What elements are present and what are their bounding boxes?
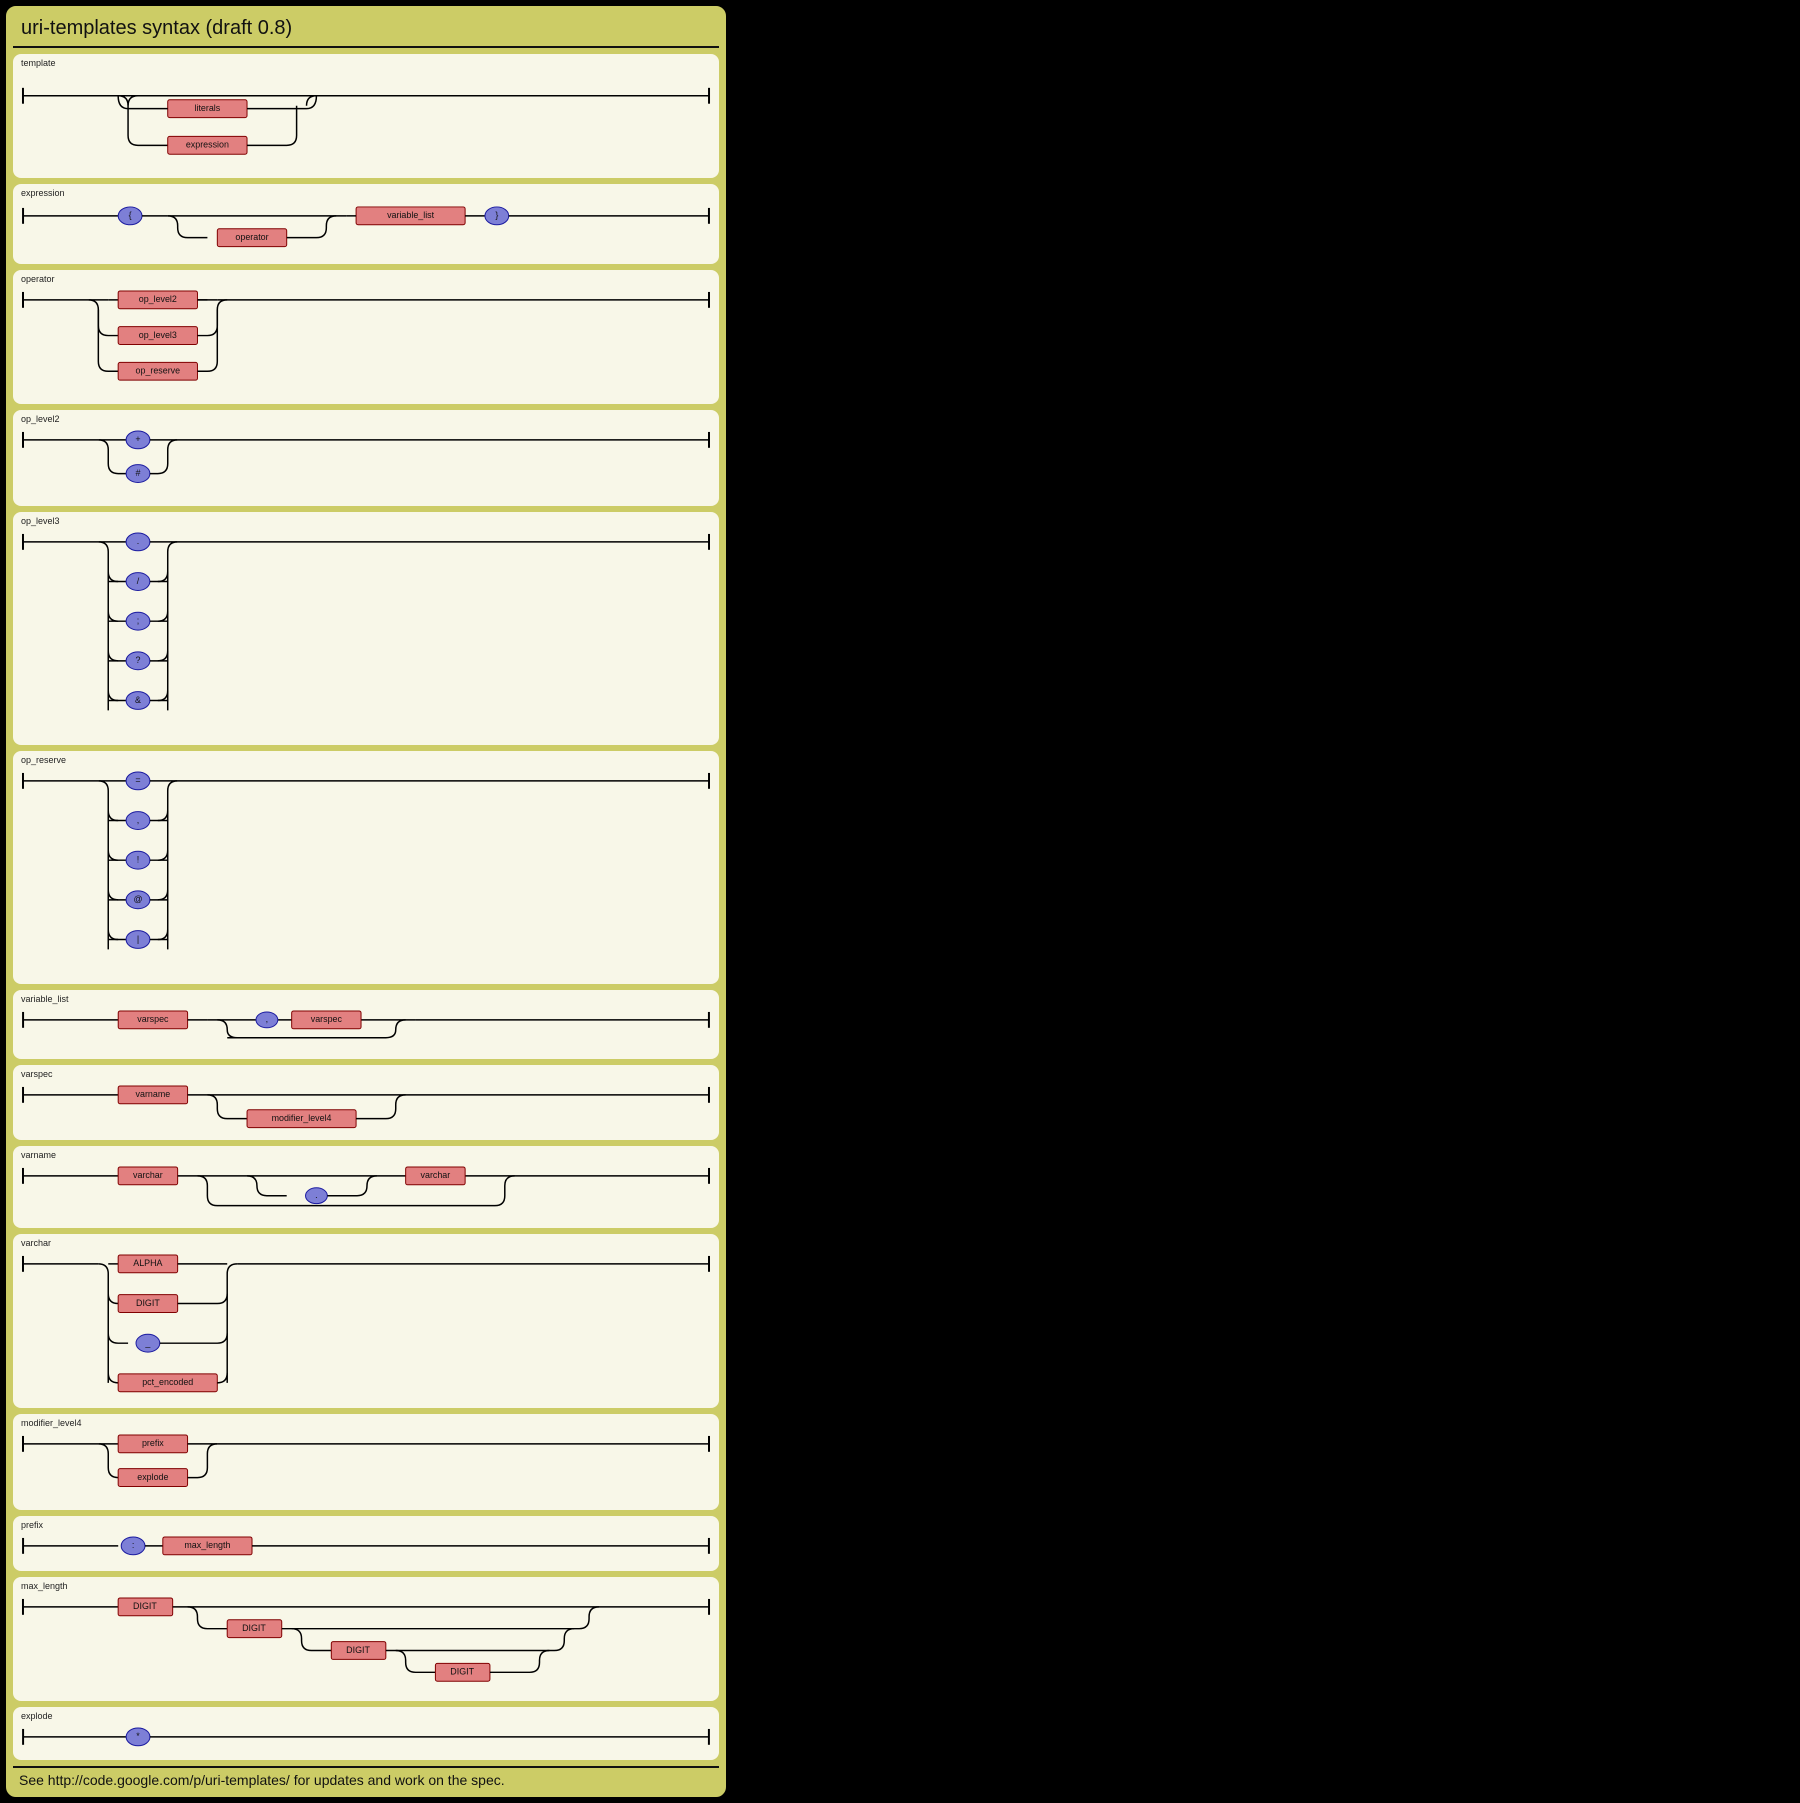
diagram-frame: uri-templates syntax (draft 0.8) templat… (6, 6, 726, 1797)
diagram-op_reserve: = , ! (19, 767, 713, 975)
diagram-explode: * (19, 1723, 713, 1751)
rule-expression: expression { operator variable_list } (13, 184, 719, 264)
diagram-modifier_level4: prefix explode (19, 1430, 713, 1501)
diagram-expression: { operator variable_list } (19, 200, 713, 255)
svg-text:operator: operator (235, 232, 268, 242)
rule-op_level3: op_level3 . / (13, 512, 719, 745)
rule-modifier_level4: modifier_level4 prefix explode (13, 1414, 719, 1510)
svg-text:op_level2: op_level2 (139, 294, 177, 304)
svg-text:modifier_level4: modifier_level4 (272, 1113, 332, 1123)
svg-text:DIGIT: DIGIT (242, 1623, 266, 1633)
svg-text:*: * (136, 1731, 140, 1741)
svg-text:DIGIT: DIGIT (450, 1667, 474, 1677)
rule-template: template literals expression (13, 54, 719, 178)
svg-text:varspec: varspec (311, 1015, 343, 1025)
rule-prefix: prefix : max_length (13, 1516, 719, 1571)
rule-max_length: max_length DIGIT DIGIT DIGIT DIGIT (13, 1577, 719, 1701)
svg-text:op_reserve: op_reserve (136, 365, 181, 375)
svg-text:ALPHA: ALPHA (133, 1258, 162, 1268)
svg-text:_: _ (144, 1338, 151, 1348)
svg-text:literals: literals (194, 103, 220, 113)
svg-text:DIGIT: DIGIT (133, 1601, 157, 1611)
rule-operator: operator op_level2 op_level3 op_reser (13, 270, 719, 404)
diagram-varchar: ALPHA DIGIT _ pct_encoded (19, 1250, 713, 1399)
rule-label: max_length (21, 1581, 713, 1591)
svg-text:DIGIT: DIGIT (346, 1645, 370, 1655)
diagram-varspec: varname modifier_level4 (19, 1081, 713, 1131)
diagram-op_level3: . / ; (19, 528, 713, 736)
svg-text:varname: varname (136, 1089, 171, 1099)
rule-varchar: varchar ALPHA DIGIT _ pc (13, 1234, 719, 1408)
page-title: uri-templates syntax (draft 0.8) (13, 13, 719, 48)
svg-text:varchar: varchar (133, 1170, 163, 1180)
svg-text:prefix: prefix (142, 1438, 164, 1448)
diagram-varname: varchar . varchar (19, 1162, 713, 1220)
svg-text:varspec: varspec (137, 1015, 169, 1025)
diagram-op_level2: + # (19, 426, 713, 497)
rule-label: explode (21, 1711, 713, 1721)
svg-text:,: , (266, 1015, 268, 1025)
rule-label: operator (21, 274, 713, 284)
svg-text:.: . (137, 536, 139, 546)
svg-text:!: ! (137, 855, 139, 865)
svg-text:varchar: varchar (421, 1170, 451, 1180)
svg-text:.: . (315, 1190, 317, 1200)
rule-variable_list: variable_list varspec , varspec (13, 990, 719, 1059)
footer-text: See http://code.google.com/p/uri-templat… (13, 1766, 719, 1790)
rule-label: variable_list (21, 994, 713, 1004)
rule-label: prefix (21, 1520, 713, 1530)
svg-text:DIGIT: DIGIT (136, 1298, 160, 1308)
svg-text:}: } (495, 210, 498, 220)
svg-text:{: { (129, 210, 132, 220)
rule-op_level2: op_level2 + # (13, 410, 719, 506)
rule-label: op_level2 (21, 414, 713, 424)
rule-label: expression (21, 188, 713, 198)
diagram-variable_list: varspec , varspec (19, 1006, 713, 1050)
svg-text:;: ; (137, 616, 139, 626)
svg-text:expression: expression (186, 140, 229, 150)
svg-text:=: = (135, 776, 140, 786)
svg-text:,: , (137, 815, 139, 825)
rule-label: template (21, 58, 713, 68)
svg-text::: : (132, 1540, 134, 1550)
svg-text:#: # (136, 468, 141, 478)
rule-op_reserve: op_reserve = , (13, 751, 719, 984)
rule-varspec: varspec varname modifier_level4 (13, 1065, 719, 1140)
svg-text:pct_encoded: pct_encoded (142, 1377, 193, 1387)
diagram-operator: op_level2 op_level3 op_reserve (19, 286, 713, 395)
svg-text:max_length: max_length (184, 1540, 230, 1550)
svg-text:&: & (135, 695, 141, 705)
rule-varname: varname varchar . varchar (13, 1146, 719, 1229)
svg-text:@: @ (133, 894, 142, 904)
svg-text:explode: explode (137, 1472, 168, 1482)
rule-explode: explode * (13, 1707, 719, 1760)
rule-label: varspec (21, 1069, 713, 1079)
rule-label: varchar (21, 1238, 713, 1248)
svg-text:+: + (135, 434, 140, 444)
diagram-template: literals expression (19, 70, 713, 169)
svg-text:op_level3: op_level3 (139, 330, 177, 340)
svg-text:variable_list: variable_list (387, 210, 435, 220)
svg-text:|: | (137, 934, 139, 944)
svg-text:?: ? (136, 655, 141, 665)
diagram-prefix: : max_length (19, 1532, 713, 1562)
rule-label: modifier_level4 (21, 1418, 713, 1428)
rule-label: varname (21, 1150, 713, 1160)
rule-label: op_reserve (21, 755, 713, 765)
diagram-max_length: DIGIT DIGIT DIGIT DIGIT (19, 1593, 713, 1692)
rule-label: op_level3 (21, 516, 713, 526)
